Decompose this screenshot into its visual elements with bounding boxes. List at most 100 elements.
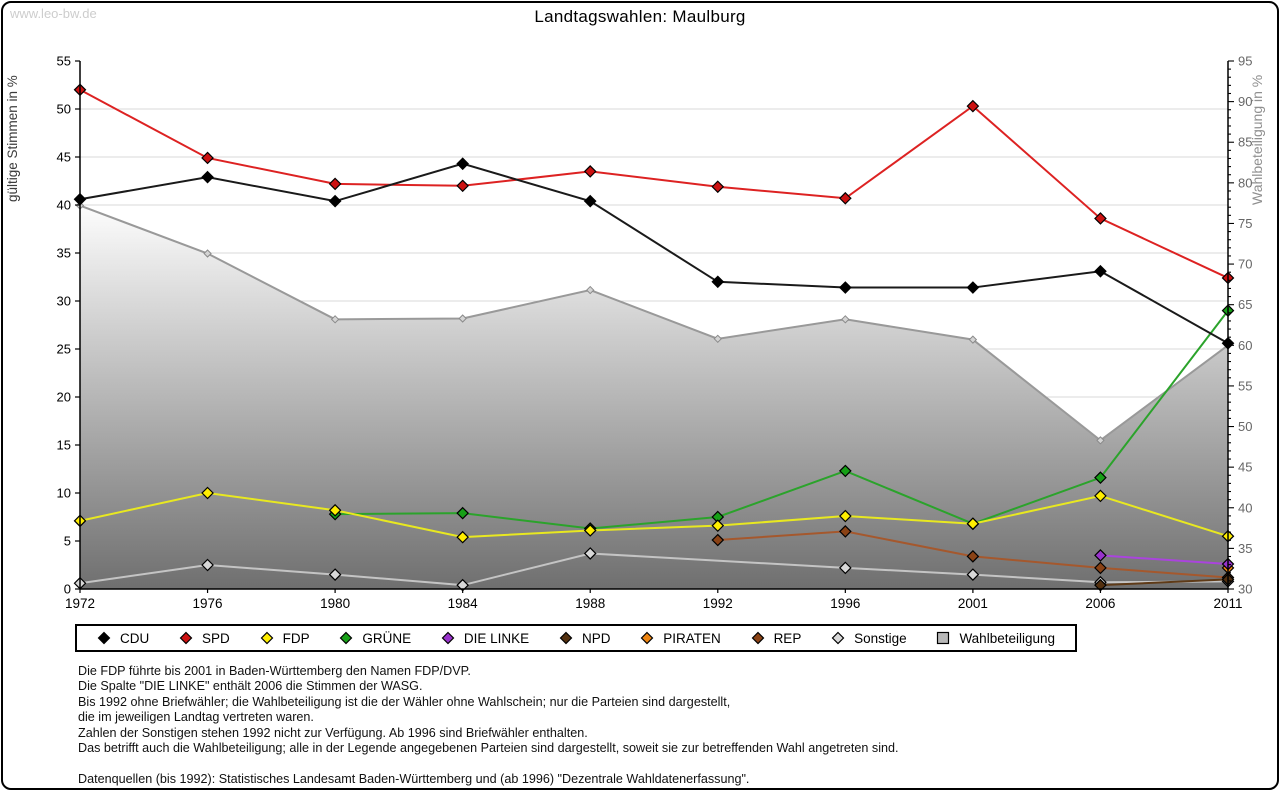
diamond-marker-icon [260, 631, 273, 645]
rep-point-2001 [966, 550, 980, 563]
footnote-line [78, 756, 899, 771]
diamond-marker-icon [340, 631, 353, 645]
y-left-tick-label: 25 [57, 342, 71, 357]
x-tick-label: 1996 [830, 596, 860, 611]
legend-label: DIE LINKE [463, 630, 530, 646]
series-die-linke [1094, 549, 1235, 571]
x-tick-label: 1976 [193, 596, 223, 611]
legend-item-die-linke: DIE LINKE [441, 631, 529, 646]
legend-item-npd: NPD [559, 631, 610, 646]
cdu-point-1988 [583, 194, 597, 208]
spd-point-1992 [711, 180, 725, 194]
series-cdu [73, 157, 1235, 350]
die-linke-point-2006 [1094, 549, 1107, 562]
fdp-point-1976 [201, 486, 214, 500]
wahlbeteiligung-edge [79, 204, 1229, 442]
y-right-tick-label: 55 [1238, 378, 1252, 393]
spd-point-1988 [583, 165, 597, 178]
sonstige-point-1996 [838, 561, 852, 575]
y-right-tick-label: 45 [1238, 460, 1252, 475]
x-tick-label: 1988 [575, 596, 605, 611]
chart-footnotes: Die FDP führte bis 2001 in Baden-Württem… [78, 664, 899, 787]
x-tick-label: 1992 [703, 596, 733, 611]
x-tick-label: 1984 [448, 596, 479, 611]
cdu-point-1984 [456, 157, 470, 171]
legend-item-piraten: PIRATEN [640, 631, 721, 646]
wahlbeteiligung-point-1988 [586, 285, 595, 295]
diamond-marker-icon [179, 631, 193, 645]
footnote-line: Das betrifft auch die Wahlbeteiligung; a… [78, 741, 899, 756]
diamond-marker-icon [640, 631, 654, 645]
legend-label: Wahlbeteiligung [959, 630, 1055, 646]
series-line [1100, 578, 1229, 587]
wahlbeteiligung-point-2001 [968, 335, 978, 344]
wahlbeteiligung-point-1976 [203, 249, 212, 258]
x-tick-label: 2011 [1213, 596, 1242, 611]
spd-point-2001 [966, 99, 980, 113]
y-right-tick-label: 60 [1238, 338, 1252, 353]
footnote-line: Datenquellen (bis 1992): Statistisches L… [78, 771, 750, 786]
x-tick-label: 2006 [1085, 596, 1115, 611]
fdp-point-2001 [966, 517, 980, 531]
diamond-marker-icon [559, 631, 573, 645]
legend-item-fdp: FDP [260, 631, 310, 646]
cdu-point-2006 [1094, 264, 1107, 278]
footnote-line: die im jeweiligen Landtag vertreten ware… [78, 710, 314, 725]
fdp-point-1984 [456, 530, 470, 544]
site-watermark: www.leo-bw.de [10, 6, 97, 21]
series-sonstige [73, 547, 1235, 592]
rep-point-1992 [711, 533, 725, 547]
wahlbeteiligung-point-2006 [1096, 436, 1105, 445]
cdu-point-2001 [966, 281, 980, 294]
legend-item-cdu: CDU [97, 631, 149, 646]
y-left-axis-title: gültige Stimmen in % [5, 75, 20, 202]
page-title: Landtagswahlen: Maulburg [534, 7, 746, 26]
legend-label: Sonstige [854, 630, 907, 646]
wahlbeteiligung-point-1996 [841, 315, 850, 324]
y-left-tick-label: 30 [57, 294, 71, 309]
sonstige-point-1976 [201, 558, 214, 572]
fdp-point-1992 [711, 519, 725, 532]
y-right-tick-label: 30 [1238, 582, 1252, 597]
legend-label: FDP [282, 630, 310, 646]
grüne-point-1984 [456, 506, 470, 520]
rep-point-2006 [1094, 561, 1107, 575]
cdu-point-1996 [838, 281, 852, 294]
sonstige-point-1980 [328, 568, 342, 581]
y-left-tick-label: 35 [57, 246, 71, 261]
series-line [1100, 554, 1229, 566]
y-left-tick-label: 40 [57, 198, 71, 213]
sonstige-point-1988 [583, 547, 597, 560]
diamond-marker-icon [97, 631, 111, 645]
sonstige-point-2001 [966, 568, 980, 581]
cdu-point-1980 [328, 194, 342, 208]
election-line-chart: 0 5 10 15 20 25 30 35 40 45 50 55 30 35 40 45 50 55 60 65 70… [5, 54, 1265, 612]
y-right-tick-label: 40 [1238, 500, 1252, 515]
y-right-tick-label: 35 [1238, 541, 1252, 556]
footnote-line: Die FDP führte bis 2001 in Baden-Württem… [78, 664, 471, 678]
y-right-tick-label: 80 [1238, 175, 1252, 190]
wahlbeteiligung-point-1992 [713, 334, 722, 344]
spd-point-2006 [1094, 212, 1107, 225]
wahlbeteiligung-point-1984 [458, 314, 467, 323]
legend-item-grüne: GRÜNE [339, 631, 411, 646]
y-left-tick-label: 10 [57, 486, 71, 501]
diamond-marker-icon [751, 631, 764, 645]
y-left-tick-label: 15 [57, 438, 71, 453]
y-right-tick-label: 65 [1238, 297, 1252, 312]
series-line [335, 309, 1229, 530]
x-tick-label: 2001 [958, 596, 988, 611]
cdu-point-1976 [201, 170, 214, 184]
diamond-marker-icon [441, 631, 455, 645]
legend-item-wahlbeteiligung: Wahlbeteiligung [936, 631, 1055, 646]
y-right-axis-title: Wahlbeteiligung in % [1249, 75, 1265, 205]
legend-label: PIRATEN [663, 630, 721, 646]
series-line [79, 491, 1229, 539]
y-left-tick-label: 45 [57, 150, 71, 165]
legend-item-sonstige: Sonstige [831, 631, 907, 646]
diamond-marker-icon [831, 631, 845, 645]
square-marker-icon [937, 631, 950, 645]
x-tick-label: 1972 [65, 596, 95, 611]
fdp-point-1988 [583, 524, 597, 537]
y-left-tick-label: 0 [64, 582, 71, 597]
